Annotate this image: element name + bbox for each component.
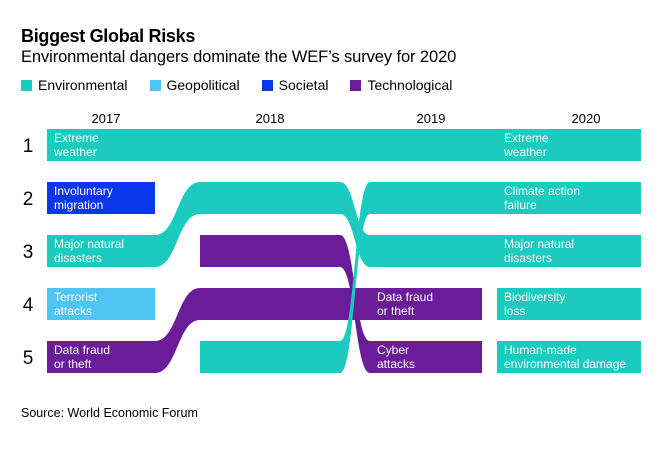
risk-label-line: loss bbox=[504, 304, 525, 318]
band-2018-rank-1 bbox=[200, 129, 340, 161]
legend-item-technological: Technological bbox=[350, 77, 452, 93]
risk-label-2017-rank-2: Involuntary migration bbox=[54, 184, 113, 212]
flow-extreme-weather-2017-2018 bbox=[155, 129, 200, 161]
year-label-2017: 2017 bbox=[92, 111, 121, 126]
legend-label-technological: Technological bbox=[367, 77, 453, 93]
band-2017-rank-1 bbox=[47, 129, 155, 161]
risk-label-line: Terrorist bbox=[54, 290, 98, 304]
risk-label-2020-rank-4: Biodiversity loss bbox=[504, 290, 565, 318]
flow-extreme-weather-2019-2020 bbox=[482, 129, 497, 161]
risk-label-line: environmental damage bbox=[504, 357, 626, 371]
legend: Environmental Geopolitical Societal Tech… bbox=[21, 77, 474, 93]
flow-climate-action-failure-2018-2019 bbox=[340, 182, 370, 373]
risk-label-2017-rank-5: Data fraud or theft bbox=[54, 343, 110, 371]
risk-label-line: weather bbox=[53, 145, 97, 159]
rank-label-3: 3 bbox=[23, 242, 34, 263]
flow-data-fraud-or-theft-2018-2019 bbox=[340, 288, 370, 320]
band-2019-rank-2 bbox=[370, 182, 482, 214]
band-2018-rank-2 bbox=[200, 182, 340, 214]
risk-label-line: or theft bbox=[54, 357, 92, 371]
band-2017-rank-4 bbox=[47, 288, 155, 320]
band-2017-rank-5 bbox=[47, 341, 155, 373]
risk-label-line: disasters bbox=[504, 251, 552, 265]
flow-data-fraud-or-theft-2017-2018 bbox=[155, 288, 200, 373]
risk-label-line: Human-made bbox=[504, 343, 577, 357]
legend-item-environmental: Environmental bbox=[21, 77, 128, 93]
risk-label-line: failure bbox=[504, 198, 537, 212]
flow-major-natural-disasters-2017-2018 bbox=[155, 182, 200, 267]
source-note: Source: World Economic Forum bbox=[21, 406, 198, 420]
risk-label-line: Data fraud bbox=[377, 290, 433, 304]
flow-major-natural-disasters-2018-2019 bbox=[340, 182, 370, 267]
risk-label-line: Major natural bbox=[54, 237, 124, 251]
year-label-2018: 2018 bbox=[256, 111, 285, 126]
band-2017-rank-3 bbox=[47, 235, 155, 267]
band-2018-rank-3 bbox=[200, 235, 340, 267]
band-2018-rank-4 bbox=[200, 288, 340, 320]
risk-label-line: disasters bbox=[54, 251, 102, 265]
flow-major-natural-disasters-2019-2020 bbox=[482, 235, 497, 267]
risk-label-2020-rank-1: Extreme weather bbox=[503, 131, 549, 159]
band-2019-rank-1 bbox=[370, 129, 482, 161]
band-2020-rank-5 bbox=[497, 341, 641, 373]
band-2020-rank-4 bbox=[497, 288, 641, 320]
risk-label-line: migration bbox=[54, 198, 103, 212]
risk-label-line: Major natural bbox=[504, 237, 574, 251]
risk-label-2017-rank-3: Major natural disasters bbox=[54, 237, 124, 265]
legend-label-societal: Societal bbox=[278, 77, 329, 93]
chart-subtitle: Environmental dangers dominate the WEF’s… bbox=[21, 48, 457, 66]
legend-swatch-technological bbox=[350, 79, 362, 91]
risk-label-2020-rank-3: Major natural disasters bbox=[504, 237, 574, 265]
band-2017-rank-2 bbox=[47, 182, 155, 214]
risk-label-2020-rank-5: Human-made environmental damage bbox=[504, 343, 626, 371]
legend-item-societal: Societal bbox=[261, 77, 329, 93]
risk-label-2019-rank-4: Data fraud or theft bbox=[377, 290, 433, 318]
band-2019-rank-3 bbox=[370, 235, 482, 267]
band-2020-rank-1 bbox=[497, 129, 641, 161]
rank-label-4: 4 bbox=[23, 295, 34, 316]
chart-title: Biggest Global Risks bbox=[21, 26, 196, 46]
rank-label-1: 1 bbox=[23, 136, 34, 157]
band-2020-rank-3 bbox=[497, 235, 641, 267]
flow-climate-action-failure-2019-2020 bbox=[482, 182, 497, 214]
year-label-2020: 2020 bbox=[572, 111, 601, 126]
risk-label-2019-rank-5: Cyber attacks bbox=[377, 343, 415, 371]
risk-label-line: weather bbox=[503, 145, 547, 159]
legend-swatch-societal bbox=[261, 79, 273, 91]
risk-label-line: attacks bbox=[377, 357, 415, 371]
band-2019-rank-5 bbox=[370, 341, 482, 373]
risk-label-line: Biodiversity bbox=[504, 290, 565, 304]
legend-label-environmental: Environmental bbox=[38, 77, 128, 93]
band-2018-rank-5 bbox=[200, 341, 340, 373]
risk-label-line: Cyber bbox=[377, 343, 409, 357]
risk-label-2017-rank-4: Terrorist attacks bbox=[54, 290, 98, 318]
risk-label-line: Data fraud bbox=[54, 343, 110, 357]
legend-swatch-geopolitical bbox=[149, 79, 161, 91]
band-2020-rank-2 bbox=[497, 182, 641, 214]
risk-label-line: Involuntary bbox=[54, 184, 113, 198]
risk-label-line: Extreme bbox=[54, 131, 99, 145]
year-label-2019: 2019 bbox=[417, 111, 446, 126]
risk-label-line: or theft bbox=[377, 304, 415, 318]
legend-label-geopolitical: Geopolitical bbox=[166, 77, 240, 93]
risk-label-line: Extreme bbox=[504, 131, 549, 145]
risk-label-2020-rank-2: Climate action failure bbox=[504, 184, 580, 212]
risk-label-line: attacks bbox=[54, 304, 92, 318]
flow-extreme-weather-2018-2019 bbox=[340, 129, 370, 161]
rank-label-2: 2 bbox=[23, 189, 34, 210]
rank-label-5: 5 bbox=[23, 348, 34, 369]
risk-label-line: Climate action bbox=[504, 184, 580, 198]
band-2019-rank-4 bbox=[370, 288, 482, 320]
risk-label-2017-rank-1: Extreme weather bbox=[53, 131, 99, 159]
legend-swatch-environmental bbox=[21, 79, 32, 91]
legend-item-geopolitical: Geopolitical bbox=[149, 77, 240, 93]
